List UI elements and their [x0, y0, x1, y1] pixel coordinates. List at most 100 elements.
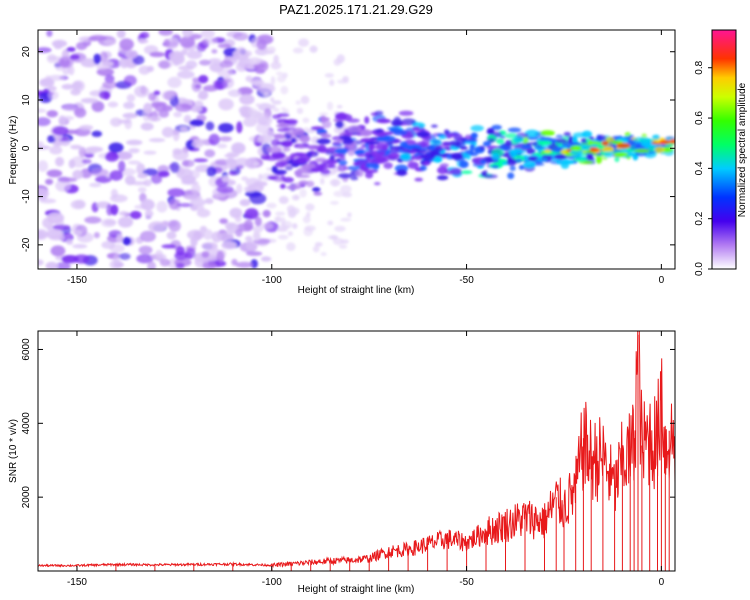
spectral-blob: [669, 139, 675, 144]
spectral-blob: [313, 191, 323, 196]
spectral-blob: [177, 70, 195, 79]
spectrogram-frame: [37, 29, 676, 270]
spectral-blob: [61, 115, 75, 121]
spectral-blob: [175, 262, 185, 269]
spectral-blob: [186, 229, 205, 240]
spectral-blob: [482, 141, 492, 147]
spectral-blob: [603, 151, 614, 158]
spectral-blob: [118, 211, 129, 216]
spectral-blob: [334, 225, 346, 232]
spectral-blob: [365, 171, 374, 179]
spectral-blob: [137, 186, 147, 193]
spectral-blob: [93, 231, 100, 239]
spectral-blob: [107, 101, 119, 108]
spectral-blob: [501, 142, 513, 147]
spectral-blob: [553, 153, 568, 160]
spectral-blob: [167, 188, 185, 198]
spectral-blob: [459, 160, 469, 169]
spectral-blob: [61, 83, 75, 90]
spectral-blob: [51, 39, 68, 48]
spectral-blob: [201, 242, 218, 250]
spectral-blob: [280, 183, 286, 189]
spectral-blob: [102, 80, 118, 89]
spectral-blob: [270, 76, 276, 85]
spectral-blob: [278, 196, 289, 205]
spectral-blob: [309, 45, 318, 53]
spectral-blob: [103, 39, 117, 45]
snr-ytick-label: 2000: [21, 486, 32, 509]
spectral-blob: [110, 204, 119, 216]
spectral-blob: [332, 141, 341, 146]
snr-ytick-label: 4000: [21, 412, 32, 435]
spectral-blob: [99, 51, 108, 64]
spectral-blob: [129, 210, 142, 220]
spectral-blob: [80, 58, 98, 68]
spectral-blob: [93, 53, 102, 65]
spectral-blob: [180, 126, 188, 132]
spectral-blob: [143, 179, 152, 187]
spectral-blob: [118, 252, 131, 260]
spectral-blob: [491, 124, 502, 130]
spectral-blob: [628, 152, 635, 157]
spectral-blob: [419, 165, 427, 171]
spectral-blob: [267, 50, 275, 55]
spectral-blob: [540, 130, 555, 137]
spectral-blob: [117, 216, 134, 228]
spectral-blob: [336, 104, 343, 109]
spectral-blob: [155, 249, 164, 260]
spectral-blob: [507, 172, 515, 180]
spectral-blob: [74, 107, 87, 118]
spectral-blob: [450, 152, 464, 160]
spectral-blob: [202, 262, 217, 269]
spectral-blob: [297, 144, 306, 149]
spectral-blob: [236, 121, 243, 134]
spectral-blob: [329, 178, 341, 187]
spectral-blob: [313, 159, 328, 163]
spectral-blob: [299, 134, 311, 143]
spectral-blob: [338, 244, 348, 249]
spectral-blob: [78, 146, 87, 158]
spectral-blob: [84, 216, 102, 224]
spectral-blob: [324, 73, 334, 78]
spectral-blob: [272, 107, 280, 113]
spectral-blob: [159, 258, 171, 267]
spectral-blob: [535, 158, 548, 162]
spectral-blob: [66, 239, 73, 245]
spectral-blob: [127, 160, 141, 165]
spectral-blob: [168, 198, 180, 210]
spectral-blob: [72, 244, 88, 249]
spectral-blob: [172, 129, 180, 142]
spectral-blob: [659, 139, 671, 145]
spectral-blob: [334, 112, 348, 121]
spectral-blob: [38, 259, 44, 266]
spectral-blob: [101, 61, 114, 67]
spectral-blob: [292, 47, 304, 54]
spectral-blob: [312, 245, 320, 253]
snr-xtick-label: -150: [67, 577, 87, 588]
spectral-blob: [572, 132, 587, 138]
spectral-blob: [206, 37, 218, 45]
spectral-blob: [320, 134, 332, 139]
spectral-blob: [199, 59, 212, 66]
spectral-blob: [509, 165, 516, 172]
spectrogram-ylabel: Frequency (Hz): [8, 116, 19, 185]
spectral-blob: [46, 30, 53, 37]
spectral-blob: [150, 174, 163, 184]
spectral-blob: [292, 152, 306, 157]
spectral-blob: [453, 133, 463, 141]
spectral-blob: [573, 157, 588, 163]
spectral-blob: [522, 136, 529, 145]
spectral-blob: [143, 150, 157, 155]
spectral-blob: [337, 173, 353, 179]
spectral-blob: [393, 130, 408, 136]
spectral-blob: [326, 101, 334, 111]
colorbar-tick-label: 0.2: [694, 211, 705, 225]
spectral-blob: [277, 234, 289, 240]
spectral-blob: [161, 126, 175, 138]
spectral-blob: [38, 230, 46, 240]
spectral-blob: [555, 138, 567, 144]
spectral-blob: [181, 103, 191, 109]
spectral-blob: [525, 141, 539, 146]
spectral-blob: [443, 129, 450, 135]
